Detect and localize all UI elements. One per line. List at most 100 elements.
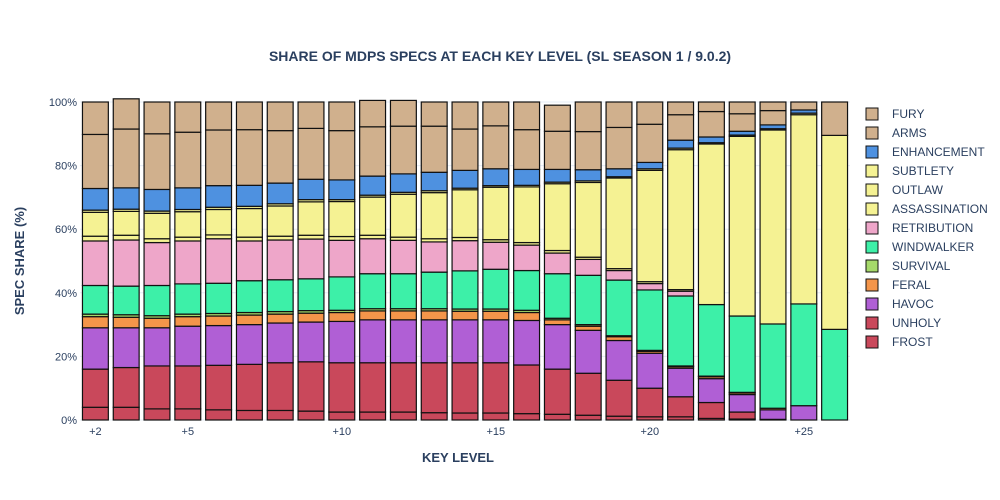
bar-segment-havoc [143,327,171,367]
bar-segment-enhancement [636,161,664,170]
bar-segment-arms [143,133,171,191]
bar-segment-fury [266,101,294,132]
bar-segment-fury [235,101,263,131]
bar-segment-frost [543,413,571,421]
bar-segment-feral [328,311,356,323]
bar-segment-windwalker [420,271,448,310]
bar-segment-frost [297,410,325,421]
bar-segment-retribution [266,239,294,281]
bar-segment-unholy [143,365,171,410]
bar-segment-windwalker [359,273,387,310]
bar-segment-assassination [112,234,140,241]
bar-segment-enhancement [697,136,725,144]
bar-segment-fury [513,101,541,131]
bar-segment-retribution [420,241,448,273]
bar-segment-fury [728,101,756,115]
bar-segment-outlaw [513,186,541,244]
legend-swatch-feral [865,278,879,292]
bar-segment-enhancement [667,139,695,149]
bar-segment-havoc [420,319,448,364]
legend-swatch-fury [865,107,879,121]
bar-segment-retribution [112,239,140,287]
bar-segment-enhancement [574,169,602,182]
y-tick-label: 0% [61,415,77,427]
bar-segment-havoc [759,409,787,420]
bar-segment-retribution [297,238,325,280]
bar-segment-retribution [328,239,356,278]
bar-segment-unholy [513,364,541,415]
bar-segment-enhancement [420,171,448,192]
legend-swatch-survival [865,259,879,273]
bar-segment-windwalker [205,282,233,315]
bar-segment-havoc [574,329,602,374]
bar-segment-outlaw [297,201,325,236]
bar-segment-havoc [235,324,263,365]
bar-segment-enhancement [328,179,356,201]
bar-segment-outlaw [636,169,664,283]
bar-segment-arms [112,128,140,189]
bar-segment-outlaw [420,192,448,240]
bar-segment-retribution [513,244,541,272]
bar-segment-havoc [697,378,725,404]
bar-segment-fury [328,101,356,132]
bar-segment-windwalker [266,279,294,313]
x-tick-label: +15 [486,426,505,438]
bar-segment-outlaw [389,193,417,238]
bar-segment-unholy [328,362,356,413]
bar-segment-enhancement [482,168,510,187]
bar-segment-frost [174,408,202,421]
x-tick-label: +20 [640,426,659,438]
bar-segment-windwalker [759,323,787,409]
legend-label-retribution: RETRIBUTION [892,221,973,235]
x-tick-label: +25 [794,426,813,438]
bar-segment-unholy [574,372,602,416]
x-axis-title: KEY LEVEL [422,450,494,465]
bar-segment-havoc [482,319,510,364]
bar-segment-arms [328,130,356,181]
bar-segment-unholy [605,379,633,417]
bar-segment-havoc [359,319,387,364]
bar-segment-arms [636,123,664,164]
bar-segment-frost [143,408,171,421]
y-tick-label: 80% [55,161,77,173]
bar-segment-outlaw [328,200,356,238]
bar-segment-unholy [359,362,387,413]
y-tick-label: 60% [55,224,77,236]
bar-segment-havoc [728,393,756,413]
bar-segment-retribution [574,258,602,276]
bar-segment-outlaw [359,196,387,236]
bar-segment-fury [174,101,202,133]
bar-segment-outlaw [759,129,787,325]
bar-segment-enhancement [297,178,325,201]
bar-segment-arms [266,130,294,184]
bar-segment-frost [513,413,541,421]
bar-segment-outlaw [605,177,633,270]
bar-segment-enhancement [451,169,479,189]
bar-segment-retribution [174,240,202,285]
legend-label-fury: FURY [892,107,924,121]
bar-segment-unholy [697,401,725,420]
bar-segment-windwalker [574,274,602,326]
bar-segment-outlaw [81,211,109,237]
bar-segment-outlaw [143,212,171,240]
bar-segment-enhancement [205,185,233,208]
legend-swatch-enhancement [865,145,879,159]
bar-segment-enhancement [513,168,541,186]
legend-label-assassination: ASSASSINATION [892,202,988,216]
bar-segment-windwalker [543,273,571,319]
bar-segment-frost [328,411,356,421]
bar-segment-havoc [81,327,109,370]
bar-segment-fury [205,101,233,131]
bar-segment-windwalker [728,315,756,393]
bar-segment-frost [482,412,510,421]
bar-segment-fury [697,101,725,113]
bar-segment-enhancement [143,188,171,212]
bar-segment-arms [297,127,325,180]
bar-segment-havoc [174,325,202,367]
bar-segment-feral [112,316,140,329]
legend-swatch-havoc [865,297,879,311]
bar-segment-enhancement [605,168,633,178]
bar-segment-outlaw [574,181,602,258]
bar-segment-retribution [205,238,233,284]
x-tick-label: +2 [89,426,102,438]
